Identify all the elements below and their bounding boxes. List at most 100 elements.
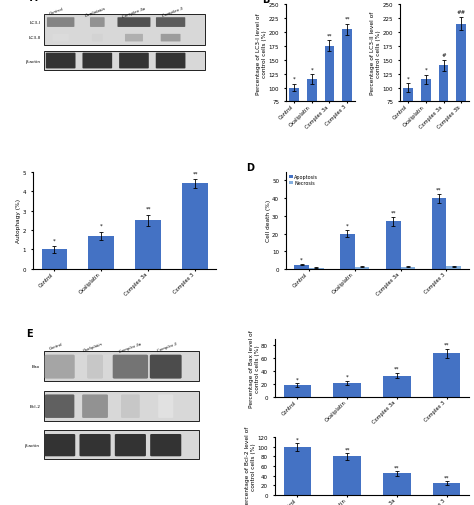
- FancyBboxPatch shape: [118, 18, 150, 28]
- Bar: [284, 447, 311, 495]
- Text: A: A: [29, 0, 37, 3]
- Text: *: *: [292, 77, 295, 81]
- Text: Complex 3: Complex 3: [157, 342, 178, 352]
- Bar: [42, 250, 67, 269]
- Bar: [383, 473, 410, 495]
- Bar: [386, 222, 401, 269]
- Bar: [456, 24, 466, 144]
- FancyBboxPatch shape: [53, 35, 69, 42]
- FancyBboxPatch shape: [47, 18, 74, 28]
- FancyBboxPatch shape: [90, 18, 105, 28]
- Text: *: *: [301, 257, 303, 262]
- Text: LC3-I: LC3-I: [29, 21, 40, 25]
- FancyBboxPatch shape: [44, 391, 199, 421]
- Bar: [284, 385, 311, 397]
- FancyBboxPatch shape: [156, 18, 185, 28]
- Text: ##: ##: [456, 10, 466, 15]
- FancyBboxPatch shape: [46, 54, 75, 69]
- Text: **: **: [391, 210, 396, 215]
- Text: Bcl-2: Bcl-2: [29, 404, 40, 408]
- Bar: [307, 80, 317, 144]
- FancyBboxPatch shape: [92, 35, 103, 42]
- Bar: [309, 268, 324, 269]
- Text: *: *: [424, 68, 427, 73]
- Text: **: **: [345, 446, 350, 451]
- Bar: [401, 267, 415, 269]
- FancyBboxPatch shape: [115, 434, 146, 457]
- Text: **: **: [444, 474, 449, 479]
- Text: *: *: [53, 237, 56, 242]
- Bar: [334, 383, 361, 397]
- Text: *: *: [346, 223, 349, 228]
- Text: D: D: [246, 163, 254, 173]
- Bar: [403, 88, 413, 144]
- Bar: [432, 199, 447, 269]
- FancyBboxPatch shape: [156, 54, 185, 69]
- Text: #: #: [441, 53, 446, 58]
- FancyBboxPatch shape: [80, 434, 110, 457]
- Bar: [383, 376, 410, 397]
- Text: Complex 3a: Complex 3a: [119, 342, 142, 354]
- FancyBboxPatch shape: [44, 430, 199, 459]
- Text: *: *: [407, 76, 410, 81]
- FancyBboxPatch shape: [150, 355, 182, 379]
- Y-axis label: Cell death (%): Cell death (%): [266, 200, 271, 242]
- Y-axis label: Percentage of Bcl-2 level of
control cells (%): Percentage of Bcl-2 level of control cel…: [245, 426, 256, 505]
- Bar: [289, 88, 299, 144]
- FancyBboxPatch shape: [45, 394, 74, 418]
- Y-axis label: Percentage of LC3-II level of
control cells (%): Percentage of LC3-II level of control ce…: [371, 12, 381, 95]
- FancyBboxPatch shape: [44, 434, 75, 457]
- Bar: [334, 457, 361, 495]
- Text: *: *: [296, 377, 299, 382]
- Text: β-actin: β-actin: [26, 60, 40, 64]
- Legend: Apoptosis, Necrosis: Apoptosis, Necrosis: [289, 175, 319, 186]
- Y-axis label: Percentage of Bax level of
control cells (%): Percentage of Bax level of control cells…: [249, 329, 260, 407]
- FancyBboxPatch shape: [82, 54, 112, 69]
- Text: β-actin: β-actin: [25, 443, 40, 446]
- FancyBboxPatch shape: [44, 15, 205, 46]
- FancyBboxPatch shape: [87, 355, 103, 379]
- FancyBboxPatch shape: [125, 35, 143, 42]
- Bar: [325, 46, 334, 144]
- Bar: [342, 30, 352, 144]
- Bar: [89, 236, 114, 269]
- Bar: [182, 184, 208, 269]
- Text: *: *: [346, 374, 348, 379]
- Text: Oxaliplatin: Oxaliplatin: [84, 7, 107, 18]
- Text: *: *: [296, 436, 299, 441]
- Bar: [294, 265, 309, 269]
- FancyBboxPatch shape: [150, 434, 181, 457]
- Text: Oxaliplatin: Oxaliplatin: [83, 342, 104, 352]
- Text: B: B: [262, 0, 269, 6]
- Bar: [355, 267, 369, 269]
- FancyBboxPatch shape: [44, 52, 205, 71]
- Text: **: **: [394, 464, 400, 469]
- Y-axis label: Autophagy (%): Autophagy (%): [16, 199, 21, 243]
- Bar: [421, 80, 431, 144]
- Text: LC3-II: LC3-II: [28, 36, 40, 40]
- Text: **: **: [327, 33, 332, 38]
- Text: *: *: [100, 224, 103, 229]
- Bar: [438, 66, 448, 144]
- Bar: [447, 267, 461, 269]
- FancyBboxPatch shape: [44, 351, 199, 381]
- FancyBboxPatch shape: [158, 394, 173, 418]
- Text: **: **: [394, 366, 400, 371]
- FancyBboxPatch shape: [121, 394, 140, 418]
- FancyBboxPatch shape: [119, 54, 149, 69]
- Bar: [433, 354, 460, 397]
- Text: Control: Control: [49, 342, 64, 350]
- Text: **: **: [192, 171, 198, 176]
- Text: **: **: [444, 342, 449, 347]
- FancyBboxPatch shape: [82, 394, 108, 418]
- FancyBboxPatch shape: [45, 355, 75, 379]
- Text: **: **: [345, 17, 350, 22]
- Text: Complex 3: Complex 3: [162, 7, 183, 18]
- Text: Bax: Bax: [32, 364, 40, 368]
- FancyBboxPatch shape: [161, 35, 181, 42]
- Bar: [136, 221, 161, 269]
- Text: **: **: [146, 207, 151, 212]
- Y-axis label: Percentage of LC3-I level of
control cells (%): Percentage of LC3-I level of control cel…: [256, 13, 267, 94]
- Text: E: E: [26, 328, 33, 338]
- Text: *: *: [310, 67, 313, 72]
